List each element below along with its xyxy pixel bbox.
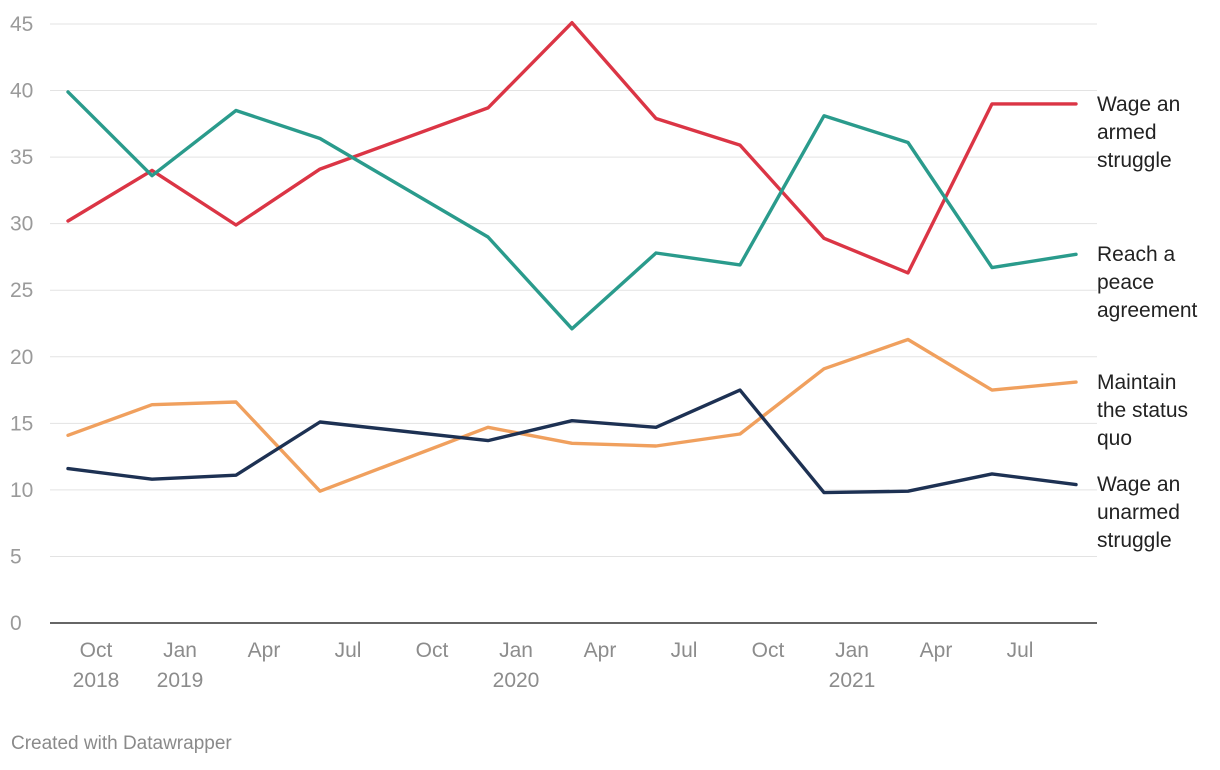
series-label: Wage an unarmed struggle [1097, 473, 1180, 552]
series-line [66, 337, 1078, 493]
series-label: Maintain the status quo [1097, 371, 1188, 450]
series-label-line: struggle [1097, 529, 1172, 552]
x-tick-label: Apr [920, 639, 953, 662]
x-tick-year-label: 2018 [73, 669, 120, 692]
series-label-line: Wage an [1097, 473, 1180, 496]
series-label: Reach a peace agreement [1097, 243, 1198, 322]
y-tick-label: 40 [10, 80, 33, 103]
series-label-line: agreement [1097, 299, 1198, 322]
series-label-line: armed [1097, 121, 1157, 144]
x-tick-year-label: 2020 [493, 669, 540, 692]
series-label-line: struggle [1097, 149, 1172, 172]
series-lines [66, 21, 1078, 495]
y-tick-label: 5 [10, 545, 22, 568]
x-tick-label: Jan [499, 639, 533, 662]
x-tick-label: Jul [335, 639, 362, 662]
x-tick-label: Oct [752, 639, 785, 662]
credit-text: Created with Datawrapper [11, 733, 232, 754]
series-line [66, 90, 1078, 331]
x-tick-label: Apr [584, 639, 617, 662]
series-label-line: the status [1097, 399, 1188, 422]
x-tick-label: Oct [416, 639, 449, 662]
y-tick-label: 15 [10, 412, 33, 435]
series-label-line: unarmed [1097, 501, 1180, 524]
x-tick-year-label: 2021 [829, 669, 876, 692]
series-label-line: peace [1097, 271, 1154, 294]
x-tick-label: Jul [1007, 639, 1034, 662]
x-axis-ticks: Oct 2018 Jan 2019 Apr Jul Oct Jan 2020 Apr Jul Oct J… [73, 639, 1034, 692]
x-tick-label: Jan [835, 639, 869, 662]
y-tick-label: 10 [10, 479, 33, 502]
y-tick-label: 30 [10, 213, 33, 236]
series-label-line: Reach a [1097, 243, 1176, 266]
series-label-line: Wage an [1097, 93, 1180, 116]
y-tick-label: 0 [10, 612, 22, 635]
x-tick-label: Jan [163, 639, 197, 662]
x-tick-label: Oct [80, 639, 113, 662]
y-tick-label: 25 [10, 279, 33, 302]
x-tick-year-label: 2019 [157, 669, 204, 692]
series-line [66, 388, 1078, 495]
y-tick-label: 20 [10, 346, 33, 369]
y-axis-ticks: 0 5 10 15 20 25 30 35 40 45 [10, 13, 33, 635]
series-labels: Wage an armed struggle Reach a peace agreemen… [1097, 93, 1198, 552]
series-label: Wage an armed struggle [1097, 93, 1180, 172]
series-line [66, 21, 1078, 275]
gridlines [50, 23, 1097, 624]
y-tick-label: 35 [10, 146, 33, 169]
x-tick-label: Jul [671, 639, 698, 662]
series-label-line: Maintain [1097, 371, 1176, 394]
y-tick-label: 45 [10, 13, 33, 36]
series-label-line: quo [1097, 427, 1132, 450]
x-tick-label: Apr [248, 639, 281, 662]
